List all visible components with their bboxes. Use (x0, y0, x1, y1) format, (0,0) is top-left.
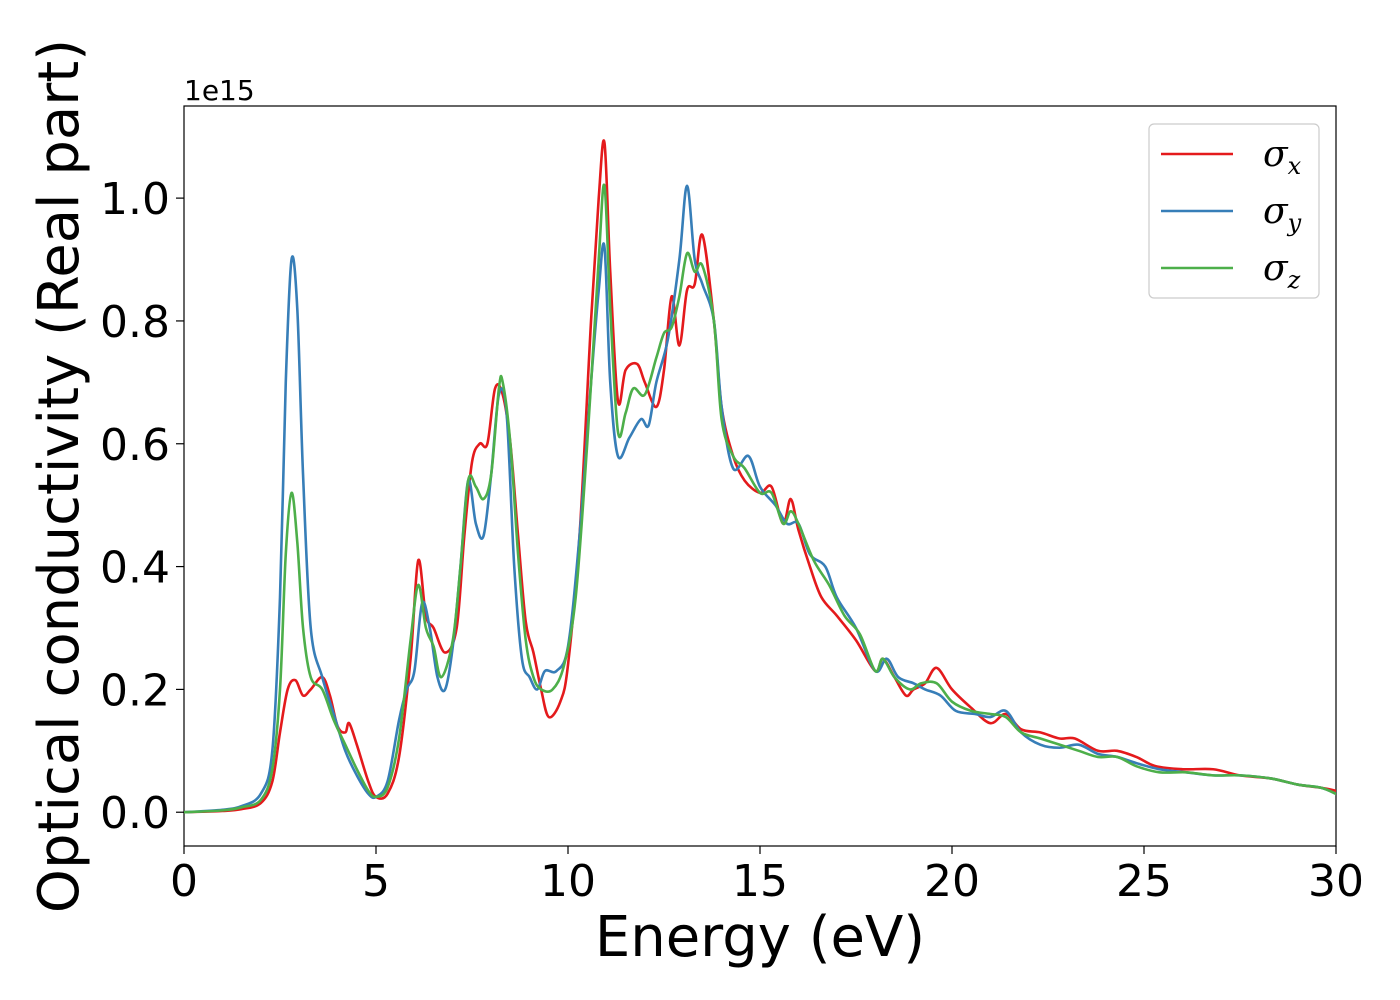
legend-entry-y: σy (1161, 191, 1302, 237)
x-tick-label: 25 (1116, 856, 1172, 907)
y-axis-ticks: 0.0 0.2 0.4 0.6 0.8 1.0 (100, 174, 184, 839)
x-tick-label: 0 (170, 856, 198, 907)
legend-label: σz (1263, 248, 1301, 294)
series-line-y (184, 184, 1336, 814)
series-line-z (184, 183, 1336, 814)
x-axis-label: Energy (eV) (595, 905, 925, 970)
y-offset-label: 1e15 (184, 74, 255, 107)
legend-box (1148, 123, 1320, 299)
legend-label: σy (1263, 191, 1302, 237)
y-tick-label: 0.0 (100, 788, 170, 839)
y-tick-label: 0.2 (100, 665, 170, 716)
y-tick-label: 0.6 (100, 420, 170, 471)
x-tick-label: 15 (732, 856, 788, 907)
x-axis-ticks: 0 5 10 15 20 25 30 (170, 846, 1364, 907)
legend-entries: σx σy σz (1161, 134, 1302, 294)
y-tick-label: 0.4 (100, 543, 170, 594)
y-tick-label: 1.0 (100, 174, 170, 225)
legend-entry-z: σz (1161, 248, 1301, 294)
legend-label: σx (1263, 134, 1302, 180)
y-axis-label: Optical conductivity (Real part) (27, 39, 92, 913)
x-tick-label: 20 (924, 856, 980, 907)
legend: σx σy σz (1148, 123, 1320, 299)
x-tick-label: 10 (540, 856, 596, 907)
x-tick-label: 5 (362, 856, 390, 907)
series-layer (184, 139, 1336, 814)
legend-entry-x: σx (1161, 134, 1302, 180)
x-tick-label: 30 (1308, 856, 1364, 907)
y-tick-label: 0.8 (100, 297, 170, 348)
series-line-x (184, 139, 1336, 814)
